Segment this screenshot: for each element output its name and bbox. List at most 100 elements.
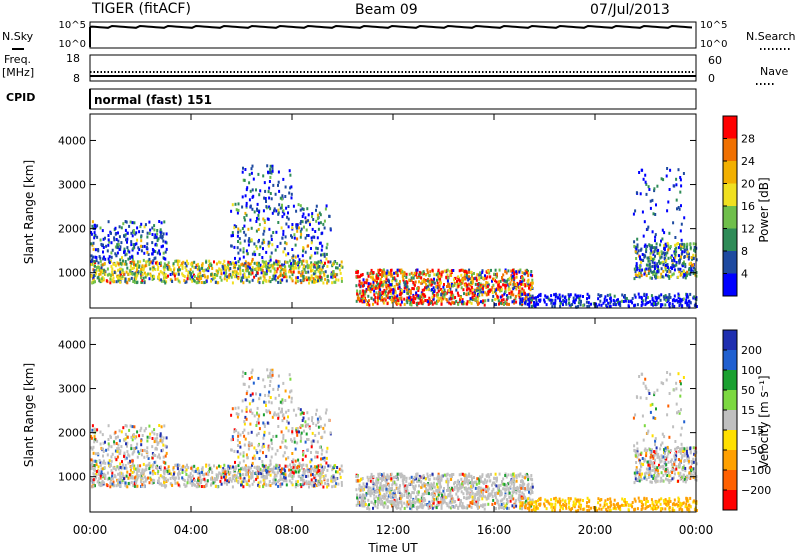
power-pixel [269, 280, 272, 284]
power-pixel [405, 299, 408, 303]
velocity-pixel [296, 433, 299, 437]
velocity-pixel [229, 471, 232, 474]
power-pixel [535, 298, 538, 302]
power-pixel [296, 279, 299, 283]
velocity-pixel [325, 461, 328, 465]
power-pixel [258, 281, 261, 285]
velocity-pixel [284, 464, 287, 468]
power-pixel [653, 250, 656, 254]
velocity-pixel [139, 474, 142, 478]
power-pixel [232, 234, 234, 237]
power-pixel [226, 275, 229, 279]
power-pixel [526, 269, 528, 272]
power-pixel [463, 272, 466, 276]
power-pixel [90, 274, 93, 278]
power-pixel [652, 252, 655, 256]
power-pixel [203, 273, 206, 277]
power-pixel [686, 250, 689, 254]
power-pixel [634, 249, 637, 253]
power-pixel [439, 279, 442, 283]
power-pixel [409, 298, 411, 302]
power-pixel [547, 297, 550, 301]
power-pixel [664, 294, 667, 298]
velocity-pixel [326, 468, 329, 472]
power-pixel [239, 272, 242, 276]
velocity-pixel [275, 434, 278, 438]
velocity-pixel [274, 466, 277, 470]
velocity-pixel [324, 481, 327, 485]
velocity-pixel [298, 465, 301, 469]
power-pixel [117, 231, 119, 235]
power-pixel [196, 276, 198, 280]
velocity-pixel [379, 481, 382, 485]
power-pixel [516, 281, 519, 285]
power-pixel [98, 273, 101, 276]
power-pixel [634, 245, 637, 249]
power-pixel [251, 252, 254, 256]
velocity-pixel [149, 476, 152, 480]
power-pixel [433, 277, 435, 281]
velocity-pixel [187, 466, 190, 470]
power-pixel [270, 234, 273, 238]
velocity-pixel [127, 482, 130, 485]
velocity-pixel [312, 422, 315, 425]
velocity-pixel [285, 479, 288, 483]
power-pixel [485, 286, 488, 289]
power-pixel [301, 262, 303, 266]
velocity-pixel [241, 409, 244, 413]
power-pixel [191, 270, 194, 274]
power-pixel [617, 298, 619, 302]
power-pixel [457, 302, 460, 306]
power-pixel [133, 278, 136, 282]
power-pixel [302, 247, 305, 251]
power-pixel [669, 245, 672, 248]
power-pixel [677, 206, 680, 209]
power-pixel [237, 230, 240, 234]
velocity-pixel [233, 428, 236, 432]
velocity-pixel [284, 439, 287, 443]
power-pixel [306, 266, 309, 270]
power-pixel [154, 268, 157, 271]
power-pixel [550, 294, 553, 298]
power-pixel [100, 269, 103, 273]
power-pixel [93, 234, 96, 238]
velocity-pixel [295, 470, 297, 474]
power-pixel [259, 189, 262, 193]
power-pixel [262, 247, 264, 251]
velocity-pixel [107, 424, 110, 428]
power-pixel [178, 266, 180, 270]
power-pixel [679, 178, 682, 182]
power-pixel [113, 280, 116, 284]
velocity-pixel [471, 491, 474, 495]
power-pixel [506, 295, 509, 299]
power-pixel [643, 220, 646, 224]
power-pixel [133, 280, 136, 284]
power-pixel [685, 295, 688, 299]
power-pixel [669, 168, 672, 172]
power-pixel [95, 272, 98, 276]
power-pixel [256, 202, 259, 206]
velocity-pixel [311, 416, 314, 420]
velocity-pixel [322, 485, 325, 489]
velocity-pixel [125, 442, 127, 446]
power-pixel [92, 247, 95, 251]
velocity-pixel [273, 471, 276, 475]
power-pixel [91, 224, 94, 228]
power-pixel [263, 219, 266, 223]
power-pixel [238, 237, 241, 241]
power-pixel [298, 226, 300, 230]
velocity-pixel [230, 438, 233, 442]
velocity-pixel [302, 416, 305, 420]
velocity-pixel [114, 430, 117, 434]
power-pixel [219, 261, 222, 265]
velocity-pixel [144, 468, 147, 472]
power-pixel [181, 267, 184, 270]
velocity-pixel [268, 445, 271, 449]
power-pixel [248, 237, 251, 241]
power-pixel [95, 270, 98, 274]
velocity-pixel [243, 422, 246, 426]
velocity-pixel [145, 477, 148, 481]
power-pixel [535, 302, 538, 306]
power-pixel [294, 255, 297, 259]
velocity-pixel [504, 490, 507, 494]
